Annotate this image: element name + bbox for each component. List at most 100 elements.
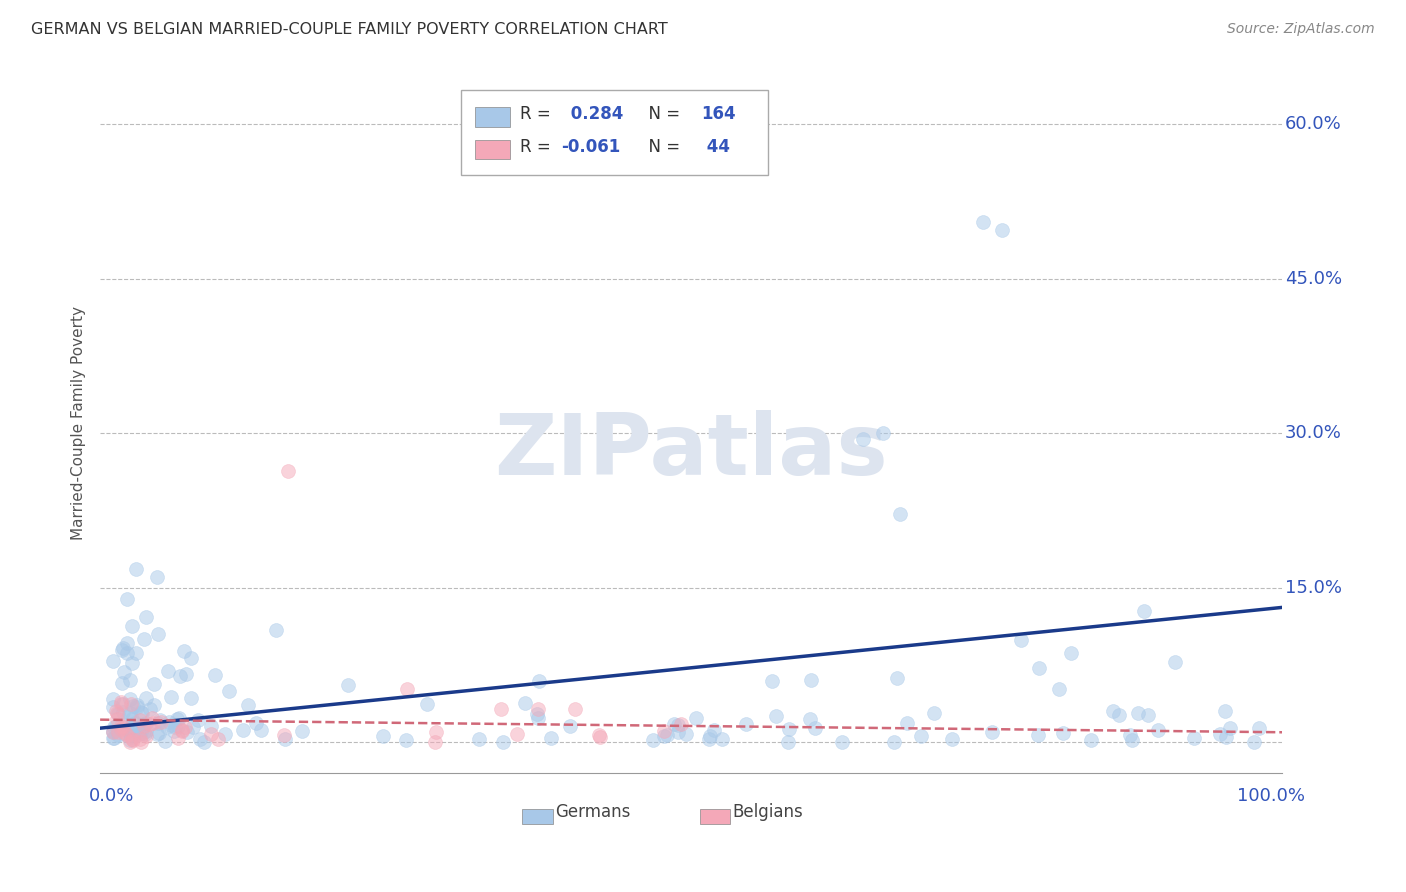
Point bbox=[122, 720, 145, 734]
Point bbox=[291, 723, 314, 738]
Point bbox=[103, 692, 125, 706]
Point bbox=[883, 735, 905, 749]
Point bbox=[200, 719, 222, 733]
Point bbox=[492, 735, 515, 749]
Text: R =: R = bbox=[520, 104, 555, 122]
Point bbox=[110, 723, 132, 737]
Point bbox=[761, 673, 783, 688]
Point bbox=[664, 717, 686, 731]
Point bbox=[564, 701, 586, 715]
Point bbox=[232, 723, 254, 737]
Point bbox=[157, 714, 180, 729]
Point bbox=[170, 723, 193, 738]
Y-axis label: Married-Couple Family Poverty: Married-Couple Family Poverty bbox=[72, 306, 86, 541]
Point bbox=[115, 636, 138, 650]
Point bbox=[148, 715, 170, 730]
Point bbox=[101, 700, 124, 714]
Point bbox=[236, 698, 259, 712]
Point bbox=[103, 720, 125, 734]
Point bbox=[104, 718, 127, 732]
Point bbox=[160, 718, 183, 732]
Point bbox=[685, 711, 707, 725]
Point bbox=[872, 426, 894, 441]
Text: -0.061: -0.061 bbox=[561, 137, 620, 155]
Point bbox=[135, 716, 157, 731]
Point bbox=[1136, 708, 1159, 723]
Point bbox=[1163, 655, 1185, 669]
Point bbox=[1080, 733, 1102, 747]
Text: 15.0%: 15.0% bbox=[1285, 579, 1341, 597]
Point bbox=[169, 669, 191, 683]
Point bbox=[125, 562, 148, 576]
Point bbox=[395, 733, 418, 747]
Text: N =: N = bbox=[638, 137, 686, 155]
Point bbox=[172, 723, 194, 737]
Point bbox=[991, 222, 1014, 236]
Point bbox=[1213, 704, 1236, 718]
Point bbox=[245, 715, 267, 730]
Point bbox=[153, 733, 176, 747]
Point bbox=[129, 705, 152, 719]
Point bbox=[666, 725, 689, 739]
FancyBboxPatch shape bbox=[475, 107, 510, 127]
FancyBboxPatch shape bbox=[461, 90, 768, 175]
Point bbox=[120, 706, 142, 720]
Point bbox=[540, 731, 562, 745]
Point bbox=[129, 734, 152, 748]
Text: 30.0%: 30.0% bbox=[1285, 425, 1341, 442]
Point bbox=[142, 677, 165, 691]
Point bbox=[125, 699, 148, 714]
Point bbox=[118, 673, 141, 688]
Point bbox=[163, 720, 186, 734]
Point bbox=[489, 702, 512, 716]
Point bbox=[896, 716, 918, 731]
Point bbox=[1147, 723, 1170, 738]
Point bbox=[166, 731, 188, 745]
Point bbox=[103, 731, 125, 746]
Point bbox=[166, 712, 188, 726]
Point bbox=[120, 732, 142, 747]
Point bbox=[1219, 721, 1241, 735]
Text: Germans: Germans bbox=[555, 803, 631, 821]
Point bbox=[121, 618, 143, 632]
Point bbox=[371, 729, 394, 743]
Point bbox=[1243, 735, 1265, 749]
Point bbox=[121, 713, 143, 727]
FancyBboxPatch shape bbox=[700, 809, 730, 824]
Point bbox=[124, 728, 146, 742]
Point bbox=[889, 507, 911, 521]
Point bbox=[1102, 704, 1125, 718]
Point bbox=[200, 727, 222, 741]
Point bbox=[120, 723, 142, 738]
Point bbox=[1133, 604, 1156, 618]
FancyBboxPatch shape bbox=[475, 139, 510, 159]
Point bbox=[273, 728, 295, 742]
Text: N =: N = bbox=[638, 104, 686, 122]
Point bbox=[218, 684, 240, 698]
Point bbox=[710, 732, 733, 747]
Point bbox=[778, 735, 800, 749]
Point bbox=[121, 732, 143, 747]
Point bbox=[697, 732, 720, 747]
Point bbox=[1060, 646, 1083, 660]
Point bbox=[765, 708, 787, 723]
Point bbox=[1128, 706, 1150, 720]
Point bbox=[104, 704, 127, 718]
Point bbox=[675, 727, 697, 741]
Point bbox=[425, 735, 447, 749]
Point bbox=[1215, 731, 1237, 745]
Point bbox=[142, 698, 165, 713]
Point bbox=[588, 728, 610, 742]
Point bbox=[149, 714, 172, 728]
Point bbox=[778, 722, 800, 736]
Point bbox=[277, 464, 299, 478]
Point bbox=[111, 697, 134, 711]
Point bbox=[1108, 707, 1130, 722]
Point bbox=[135, 609, 157, 624]
Point bbox=[132, 718, 155, 732]
Point bbox=[173, 644, 195, 658]
Point bbox=[735, 717, 758, 731]
Point bbox=[799, 712, 821, 726]
Point bbox=[118, 692, 141, 706]
Point bbox=[124, 716, 146, 731]
